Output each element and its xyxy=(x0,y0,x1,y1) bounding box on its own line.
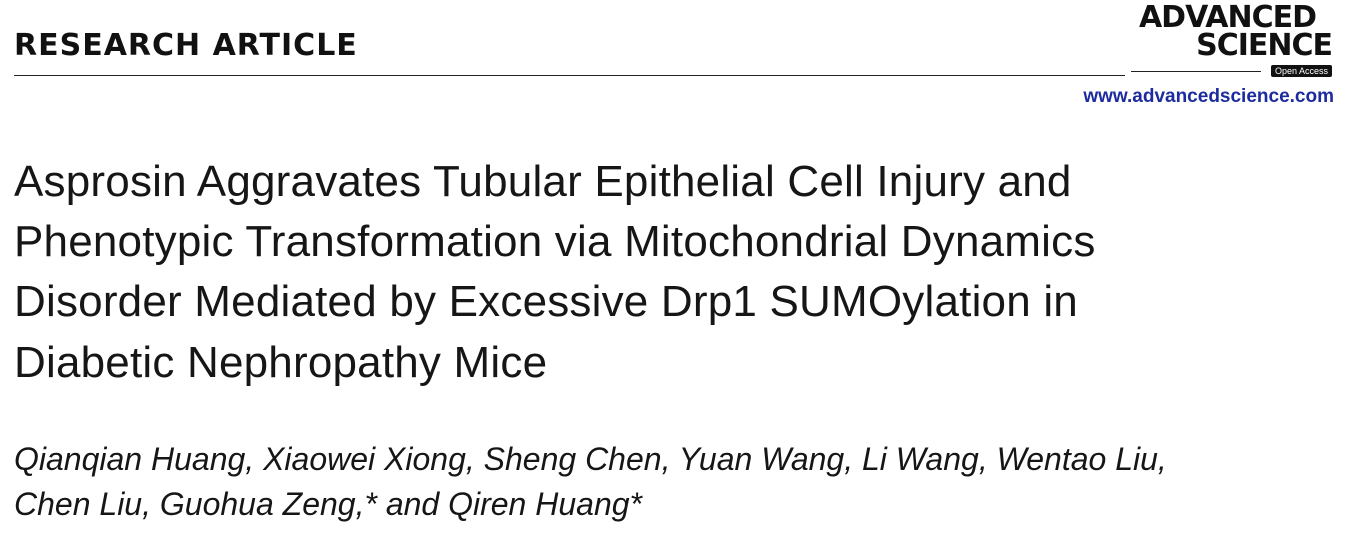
journal-url[interactable]: www.advancedscience.com xyxy=(1083,86,1334,107)
title-line: Phenotypic Transformation via Mitochondr… xyxy=(14,217,1096,266)
title-line: Diabetic Nephropathy Mice xyxy=(14,338,548,387)
logo-rule xyxy=(1131,71,1261,72)
section-label: RESEARCH ARTICLE xyxy=(14,28,358,63)
journal-logo: ADVANCED xyxy=(1138,0,1317,35)
title-line: Disorder Mediated by Excessive Drp1 SUMO… xyxy=(14,277,1078,326)
header-rule xyxy=(14,75,1125,76)
author-line: Chen Liu, Guohua Zeng,* and Qiren Huang* xyxy=(14,486,642,522)
title-line: Asprosin Aggravates Tubular Epithelial C… xyxy=(14,157,1072,206)
author-line: Qianqian Huang, Xiaowei Xiong, Sheng Che… xyxy=(14,441,1167,477)
journal-logo: SCIENCE xyxy=(1196,28,1333,63)
open-access-badge: Open Access xyxy=(1270,65,1332,77)
